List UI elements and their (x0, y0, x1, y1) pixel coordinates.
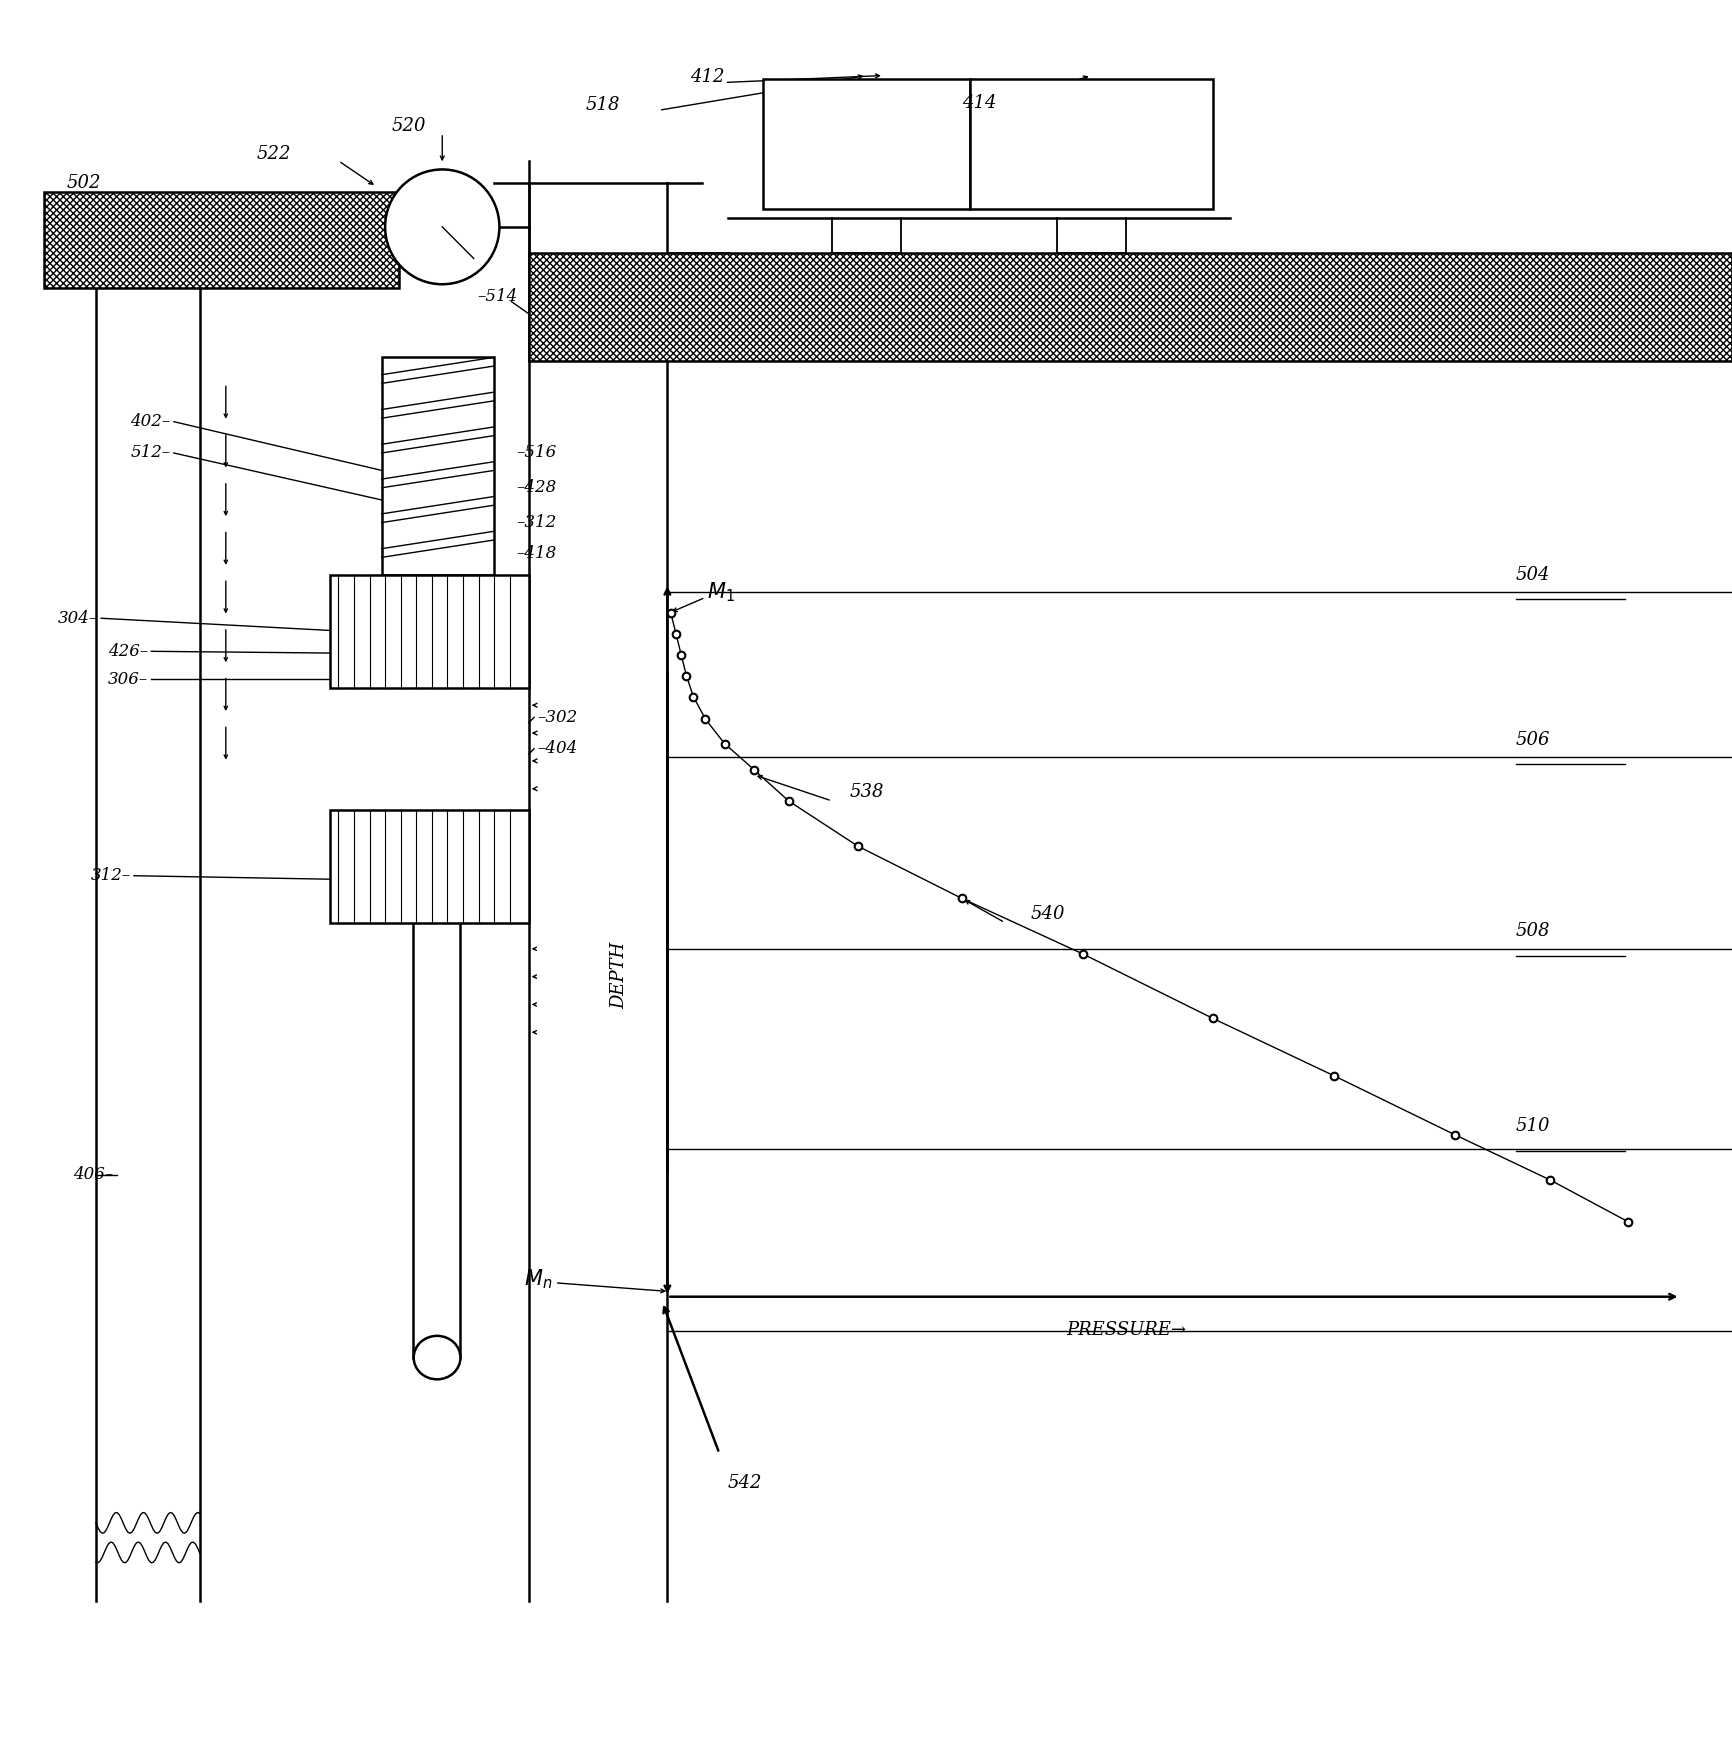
Bar (329, 810, 528, 923)
Bar (970, 78, 1212, 209)
Text: $M_n$: $M_n$ (523, 1267, 551, 1292)
Text: 312–: 312– (90, 867, 130, 884)
Text: 504: 504 (1516, 566, 1550, 583)
Text: 304–: 304– (57, 609, 97, 627)
Text: –312: –312 (516, 514, 556, 531)
Text: –516: –516 (516, 444, 556, 461)
Text: –302: –302 (537, 709, 577, 726)
Text: 512–: 512– (130, 444, 170, 461)
Text: 510: 510 (1516, 1118, 1550, 1135)
Text: 506: 506 (1516, 731, 1550, 749)
Bar (381, 357, 494, 575)
Text: 414: 414 (961, 94, 996, 113)
Bar (329, 575, 528, 688)
Text: DEPTH: DEPTH (610, 942, 627, 1008)
Text: 426–: 426– (107, 642, 147, 660)
Text: 406–: 406– (73, 1166, 113, 1184)
Text: 518: 518 (585, 96, 620, 115)
Bar (528, 252, 1732, 360)
Text: 402–: 402– (130, 413, 170, 430)
Ellipse shape (414, 1335, 461, 1379)
Text: –428: –428 (516, 479, 556, 496)
Text: 502: 502 (66, 174, 100, 192)
Text: $M_1$: $M_1$ (707, 580, 734, 604)
Text: 522: 522 (256, 145, 291, 162)
Text: 540: 540 (1031, 905, 1065, 923)
Text: 538: 538 (849, 783, 883, 801)
Text: 508: 508 (1516, 923, 1550, 940)
Text: 412: 412 (689, 68, 724, 87)
Circle shape (385, 169, 499, 284)
Bar (762, 78, 970, 209)
Text: 520: 520 (391, 117, 426, 136)
Text: –404: –404 (537, 740, 577, 757)
Text: 542: 542 (727, 1475, 762, 1492)
Text: PRESSURE→: PRESSURE→ (1065, 1321, 1186, 1339)
Bar (43, 192, 398, 287)
Text: –514: –514 (476, 287, 516, 305)
Text: 306–: 306– (107, 670, 147, 688)
Text: –418: –418 (516, 545, 556, 562)
